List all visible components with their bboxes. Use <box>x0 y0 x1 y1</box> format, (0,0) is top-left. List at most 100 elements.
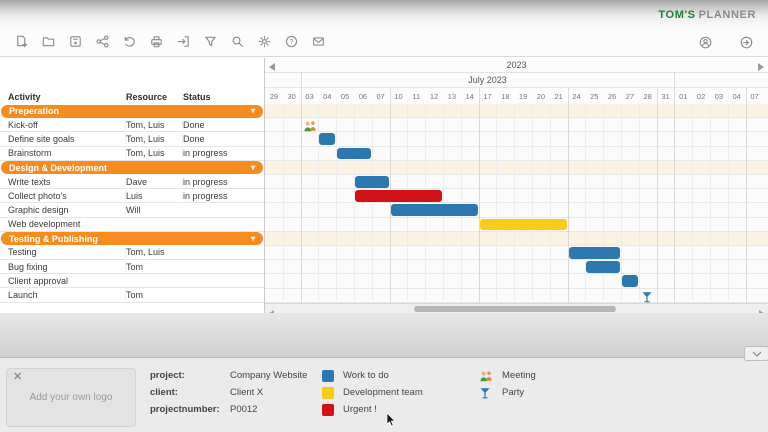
print-icon[interactable] <box>143 31 170 53</box>
day-tick-label: 10 <box>394 92 403 101</box>
column-header-resource[interactable]: Resource <box>125 91 182 102</box>
grid-column-line <box>300 104 302 303</box>
svg-text:?: ? <box>290 39 294 46</box>
day-tick-label: 26 <box>607 92 617 101</box>
legend-label: Meeting <box>502 370 536 381</box>
table-row[interactable]: Web development <box>0 217 264 232</box>
cell-activity[interactable]: Brainstorm <box>8 148 52 159</box>
timeline-month-row: July 2023 <box>265 73 768 88</box>
cell-activity[interactable]: Web development <box>8 219 81 230</box>
cell-status[interactable]: in progress <box>182 148 264 159</box>
table-row[interactable]: Brainstorm Tom, Luis in progress <box>0 146 264 161</box>
table-row[interactable]: Collect photo's Luis in progress <box>0 189 264 204</box>
new-file-icon[interactable] <box>8 31 35 53</box>
legend-swatch-yellow <box>322 386 334 399</box>
cell-activity[interactable]: Collect photo's <box>8 190 67 201</box>
week-separator <box>745 88 747 105</box>
grid-column-line <box>656 104 658 303</box>
table-row[interactable]: Write texts Dave in progress <box>0 174 264 190</box>
account-icon[interactable] <box>692 31 719 53</box>
cell-status[interactable]: in progress <box>182 176 264 187</box>
cell-activity[interactable]: Kick-off <box>8 119 38 130</box>
table-row[interactable]: Testing Tom, Luis <box>0 245 264 261</box>
sign-out-icon[interactable] <box>733 31 760 53</box>
meeting-icon[interactable] <box>303 119 318 137</box>
gantt-bar-blue[interactable] <box>622 275 638 287</box>
grid-column-line <box>727 104 729 303</box>
cell-resource[interactable]: Will <box>125 204 182 215</box>
section-header[interactable]: Preperation ▾ <box>1 104 263 118</box>
gantt-bar-blue[interactable] <box>568 247 620 259</box>
cell-activity[interactable]: Testing <box>8 247 37 258</box>
cell-status[interactable]: Done <box>182 119 264 130</box>
chevron-down-icon[interactable]: ▾ <box>250 162 255 172</box>
cell-resource[interactable]: Tom <box>125 261 182 272</box>
gantt-bar-blue[interactable] <box>390 204 478 216</box>
week-separator <box>674 88 676 105</box>
undo-icon[interactable] <box>116 31 143 53</box>
filter-icon[interactable] <box>197 31 224 53</box>
party-icon[interactable] <box>641 290 653 308</box>
cell-status[interactable]: Done <box>182 133 264 144</box>
info-row: client: Client X <box>150 384 307 401</box>
day-tick-label: 28 <box>643 92 652 101</box>
grid-column-line <box>354 104 355 303</box>
cell-resource[interactable]: Dave <box>125 176 182 187</box>
gantt-bar-blue[interactable] <box>355 176 389 188</box>
cell-resource[interactable]: Tom, Luis <box>125 133 182 144</box>
timeline-scroll-left-icon[interactable] <box>269 61 275 75</box>
section-header[interactable]: Testing & Publishing ▾ <box>1 232 263 246</box>
cell-resource[interactable]: Tom, Luis <box>125 119 182 130</box>
help-icon[interactable]: ? <box>278 31 305 53</box>
grid-row <box>265 147 768 161</box>
table-row[interactable]: Bug fixing Tom <box>0 260 264 275</box>
share-icon[interactable] <box>89 31 116 53</box>
gantt-bar-yellow[interactable] <box>479 218 567 231</box>
table-row[interactable]: Launch Tom <box>0 288 264 303</box>
day-tick-label: 04 <box>323 92 332 101</box>
gantt-bar-blue[interactable] <box>319 133 336 145</box>
cell-resource[interactable]: Tom, Luis <box>125 148 182 159</box>
table-row[interactable]: Graphic design Will <box>0 203 264 218</box>
table-row[interactable]: Define site goals Tom, Luis Done <box>0 132 264 147</box>
cell-resource[interactable]: Tom, Luis <box>125 247 182 258</box>
app-logo: TOM'S PLANNER <box>658 9 756 21</box>
grid-row <box>265 189 768 204</box>
section-header[interactable]: Design & Development ▾ <box>1 161 263 175</box>
gantt-bar-blue[interactable] <box>586 261 620 273</box>
cell-activity[interactable]: Write texts <box>8 176 51 187</box>
footer-collapse-button[interactable] <box>744 346 768 361</box>
gantt-bar-blue[interactable] <box>337 147 371 160</box>
scrollbar-thumb[interactable] <box>414 306 616 312</box>
day-tick-label: 21 <box>554 92 563 101</box>
cell-activity[interactable]: Define site goals <box>8 133 75 144</box>
table-row[interactable]: Kick-off Tom, Luis Done <box>0 118 264 133</box>
add-logo-box[interactable]: ✕ Add your own logo <box>6 368 136 427</box>
sign-in-icon[interactable] <box>170 31 197 53</box>
column-header-activity[interactable]: Activity <box>8 91 41 102</box>
settings-icon[interactable] <box>251 31 278 53</box>
cell-activity[interactable]: Bug fixing <box>8 261 48 272</box>
search-icon[interactable] <box>224 31 251 53</box>
table-row[interactable]: Client approval <box>0 274 264 289</box>
email-icon[interactable] <box>305 31 332 53</box>
timeline-year-row: 2023 <box>265 58 768 73</box>
chevron-down-icon[interactable]: ▾ <box>250 233 255 243</box>
cell-activity[interactable]: Client approval <box>8 275 69 286</box>
grid-column-line <box>371 104 373 303</box>
day-tick-label: 18 <box>501 92 510 101</box>
column-header-status[interactable]: Status <box>182 91 264 102</box>
grid-column-line <box>674 104 676 303</box>
cell-resource[interactable]: Luis <box>125 190 182 201</box>
cell-resource[interactable]: Tom <box>125 290 182 301</box>
close-icon[interactable]: ✕ <box>13 371 23 383</box>
open-folder-icon[interactable] <box>35 31 62 53</box>
save-icon[interactable] <box>62 31 89 53</box>
cell-activity[interactable]: Launch <box>8 290 38 301</box>
timeline-scroll-right-icon[interactable] <box>758 61 764 75</box>
cell-activity[interactable]: Graphic design <box>8 204 69 215</box>
gantt-bar-red[interactable] <box>355 190 442 202</box>
chevron-down-icon[interactable]: ▾ <box>250 106 255 115</box>
grid-column-line <box>585 104 587 303</box>
cell-status[interactable]: in progress <box>182 190 264 201</box>
